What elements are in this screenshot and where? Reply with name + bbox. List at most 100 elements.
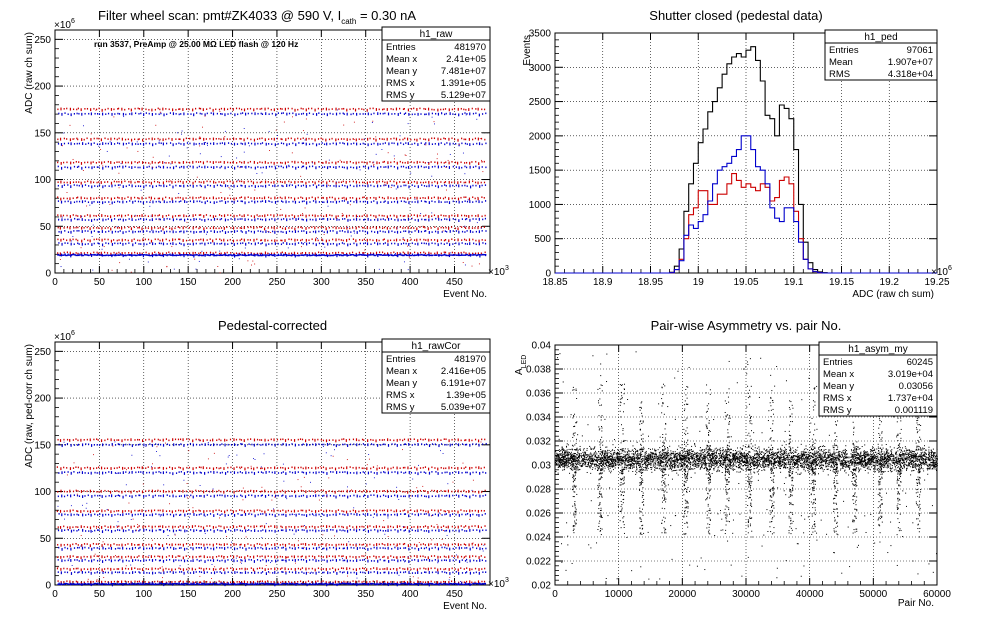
raw-point-blue bbox=[455, 242, 457, 245]
rawcor-point-baseline bbox=[240, 582, 244, 585]
rawcor-point-baseline bbox=[88, 583, 91, 585]
rawcor-point-blue bbox=[200, 513, 202, 515]
raw-point-blue bbox=[101, 112, 104, 116]
rawcor-point-sparse bbox=[66, 474, 68, 476]
rawcor-point-red bbox=[124, 580, 126, 583]
rawcor-point-red bbox=[198, 438, 200, 441]
raw-point-red bbox=[366, 214, 368, 218]
rawcor-point-blue bbox=[248, 513, 250, 515]
raw-point-blue bbox=[326, 184, 328, 188]
rawcor-point-blue bbox=[73, 513, 75, 516]
raw-point-red bbox=[372, 107, 374, 110]
rawcor-point-blue bbox=[251, 494, 253, 497]
rawcor-point-red bbox=[261, 467, 263, 470]
raw-point-blue bbox=[364, 230, 366, 233]
raw-point-blue bbox=[274, 200, 277, 204]
rawcor-point-baseline bbox=[181, 583, 184, 585]
rawcor-point-red bbox=[159, 525, 161, 528]
raw-point-red bbox=[188, 226, 191, 229]
raw-point-blue bbox=[107, 165, 110, 168]
rawcor-point-blue bbox=[251, 471, 253, 474]
raw-point-blue bbox=[454, 113, 457, 116]
raw-point-red bbox=[224, 252, 226, 255]
raw-point-sparse bbox=[119, 253, 121, 255]
raw-point-red bbox=[72, 138, 74, 140]
rawcor-point-sparse bbox=[73, 462, 75, 464]
raw-point-blue bbox=[347, 218, 349, 222]
raw-point-red bbox=[239, 161, 241, 163]
rawcor-point-blue bbox=[257, 494, 259, 497]
raw-point-sparse bbox=[173, 268, 175, 270]
rawcor-point-sparse bbox=[94, 553, 96, 555]
raw-point-red bbox=[236, 180, 238, 183]
raw-point-red bbox=[198, 214, 200, 216]
rawcor-point-red bbox=[220, 467, 222, 469]
raw-point-red bbox=[369, 137, 371, 140]
rawcor-point-blue bbox=[157, 443, 160, 446]
rawcor-point-blue bbox=[245, 583, 247, 587]
raw-point-sparse bbox=[229, 194, 231, 196]
rawcor-xtick-label: 0 bbox=[52, 589, 58, 600]
raw-point-red bbox=[104, 238, 106, 241]
raw-point-blue bbox=[308, 165, 311, 168]
rawcor-point-red bbox=[220, 510, 222, 512]
raw-point-red bbox=[261, 180, 263, 183]
raw-point-red bbox=[314, 238, 317, 242]
raw-point-blue bbox=[288, 243, 291, 245]
rawcor-point-blue bbox=[97, 514, 99, 516]
raw-point-blue bbox=[449, 184, 451, 188]
raw-point-red bbox=[416, 214, 419, 218]
raw-point-red bbox=[162, 197, 164, 201]
raw-point-blue bbox=[140, 200, 142, 203]
raw-point-baseline bbox=[138, 254, 142, 256]
raw-point-red bbox=[154, 214, 156, 217]
raw-point-red bbox=[361, 138, 363, 141]
rawcor-point-red bbox=[124, 567, 127, 570]
rawcor-point-red bbox=[57, 580, 59, 582]
raw-point-red bbox=[448, 215, 450, 218]
raw-point-sparse bbox=[291, 152, 293, 154]
raw-point-red bbox=[121, 160, 123, 164]
raw-point-baseline bbox=[89, 253, 93, 256]
rawcor-point-blue bbox=[139, 528, 141, 531]
raw-point-red bbox=[116, 239, 118, 242]
rawcor-point-blue bbox=[108, 547, 110, 550]
raw-point-red bbox=[352, 197, 354, 199]
raw-point-blue bbox=[408, 243, 410, 246]
raw-point-blue bbox=[179, 185, 181, 187]
raw-point-red bbox=[325, 214, 328, 217]
raw-point-blue bbox=[271, 201, 273, 203]
rawcor-point-red bbox=[259, 543, 261, 545]
rawcor-point-sparse bbox=[265, 523, 267, 525]
raw-point-baseline bbox=[212, 254, 215, 256]
raw-point-red bbox=[263, 196, 266, 200]
rawcor-point-red bbox=[59, 526, 62, 529]
raw-point-red bbox=[182, 181, 184, 184]
raw-point-red bbox=[232, 239, 235, 243]
raw-point-red bbox=[249, 107, 252, 110]
raw-point-red bbox=[113, 239, 115, 241]
raw-point-red bbox=[256, 138, 259, 140]
rawcor-point-blue bbox=[260, 494, 262, 497]
raw-point-blue bbox=[224, 231, 227, 234]
raw-point-blue bbox=[469, 200, 471, 204]
raw-point-blue bbox=[166, 230, 168, 233]
rawcor-point-blue bbox=[210, 471, 212, 473]
raw-point-blue bbox=[437, 185, 439, 189]
raw-point-red bbox=[138, 197, 140, 200]
rawcor-point-red bbox=[218, 543, 221, 546]
raw-point-red bbox=[83, 197, 86, 199]
rawcor-point-red bbox=[256, 466, 258, 469]
raw-point-blue bbox=[257, 253, 259, 256]
raw-point-red bbox=[431, 215, 433, 217]
raw-point-baseline bbox=[220, 254, 224, 257]
rawcor-point-sparse bbox=[261, 537, 263, 539]
raw-point-red bbox=[437, 227, 439, 231]
raw-point-red bbox=[130, 214, 133, 218]
raw-point-blue bbox=[180, 113, 182, 115]
raw-point-blue bbox=[125, 201, 128, 203]
raw-point-red bbox=[206, 108, 208, 110]
raw-point-blue bbox=[295, 143, 297, 147]
rawcor-point-blue bbox=[199, 444, 201, 446]
raw-point-red bbox=[220, 227, 223, 229]
